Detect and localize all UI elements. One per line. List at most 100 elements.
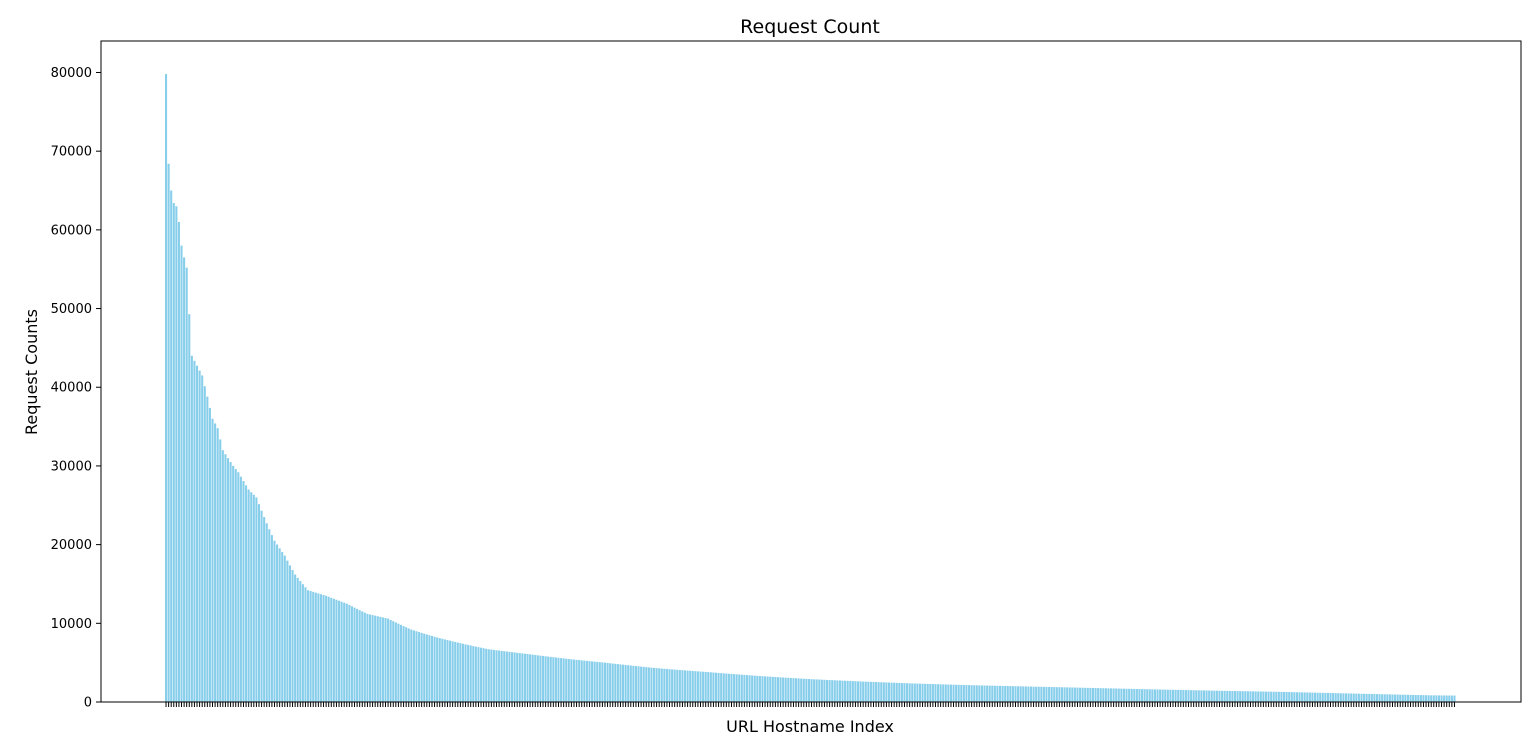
bar: [394, 622, 397, 702]
bar: [371, 615, 374, 702]
bar: [353, 607, 356, 702]
bar: [838, 680, 841, 702]
bar: [1391, 694, 1394, 702]
bar: [694, 671, 697, 702]
bar: [689, 670, 692, 702]
bar: [862, 681, 865, 702]
bar: [578, 660, 581, 702]
bar: [725, 673, 728, 702]
bar: [327, 596, 330, 702]
bar: [363, 612, 366, 702]
bar: [1435, 695, 1438, 702]
bar: [1197, 690, 1200, 702]
bar: [237, 472, 240, 702]
bar: [1071, 687, 1074, 702]
bar: [970, 685, 973, 702]
bar: [433, 636, 436, 702]
bar: [536, 655, 539, 702]
bar: [1355, 693, 1358, 702]
bar: [1190, 690, 1193, 702]
y-tick-label: 80000: [51, 66, 92, 81]
bar: [1430, 695, 1433, 702]
bar: [374, 615, 377, 702]
bar: [727, 673, 730, 702]
bar: [1097, 688, 1100, 702]
bar: [611, 663, 614, 702]
bar: [699, 671, 702, 702]
bar: [1156, 689, 1159, 702]
bar: [1290, 692, 1293, 702]
bar: [1311, 692, 1314, 702]
bar: [1399, 694, 1402, 702]
bar: [815, 679, 818, 702]
bar: [552, 657, 555, 702]
bar: [198, 370, 201, 702]
bar: [601, 662, 604, 702]
bar: [580, 660, 583, 702]
bar: [304, 587, 307, 702]
bar: [1104, 688, 1107, 702]
bar: [944, 684, 947, 702]
bar: [926, 683, 929, 702]
bar: [201, 375, 204, 702]
y-axis: 0 10000 20000 30000 40000 50000 60000 70000 8000…: [51, 66, 101, 711]
bar: [312, 591, 315, 702]
bar: [1241, 691, 1244, 702]
bar: [833, 680, 836, 702]
bar: [671, 669, 674, 702]
bar: [226, 458, 230, 702]
bar: [1076, 687, 1079, 702]
bar: [206, 396, 209, 702]
bar: [660, 668, 663, 702]
bar: [653, 667, 656, 702]
bar: [469, 645, 472, 702]
bar: [955, 684, 958, 702]
bar: [1344, 693, 1348, 702]
bar: [291, 570, 294, 702]
bar: [420, 632, 423, 702]
bar: [1218, 690, 1221, 702]
bar: [1130, 688, 1133, 702]
bar: [598, 662, 601, 702]
bar: [1381, 694, 1384, 702]
bar: [1252, 691, 1255, 702]
bar: [1029, 686, 1033, 702]
bar: [407, 628, 410, 702]
bar: [931, 684, 934, 702]
bar: [1032, 686, 1035, 702]
bar: [906, 683, 909, 702]
bar: [1357, 693, 1360, 702]
bar: [859, 681, 862, 702]
bar: [1094, 688, 1097, 702]
bar: [745, 675, 749, 702]
bar: [562, 658, 565, 702]
bar: [539, 655, 542, 702]
bar: [495, 650, 498, 702]
bar: [472, 646, 475, 702]
bar: [505, 651, 508, 702]
bar: [294, 574, 297, 702]
bar: [1079, 687, 1082, 702]
bar: [1249, 691, 1252, 702]
bar: [1378, 694, 1381, 702]
bar: [1006, 686, 1009, 702]
bar: [1386, 694, 1389, 702]
bar: [782, 677, 785, 702]
bar: [717, 672, 720, 702]
bar: [392, 621, 395, 702]
bar: [518, 653, 521, 702]
bar: [1347, 693, 1350, 702]
bar: [1244, 691, 1247, 702]
bar: [939, 684, 942, 702]
bar: [1303, 692, 1306, 702]
bar: [993, 685, 996, 702]
bar: [319, 594, 322, 702]
bar: [348, 604, 351, 702]
bar: [381, 617, 384, 702]
bar: [474, 646, 477, 702]
y-tick-label: 20000: [51, 538, 92, 553]
bar: [1406, 694, 1410, 702]
bar: [1202, 690, 1206, 702]
bar: [1192, 690, 1195, 702]
bar: [1308, 692, 1311, 702]
